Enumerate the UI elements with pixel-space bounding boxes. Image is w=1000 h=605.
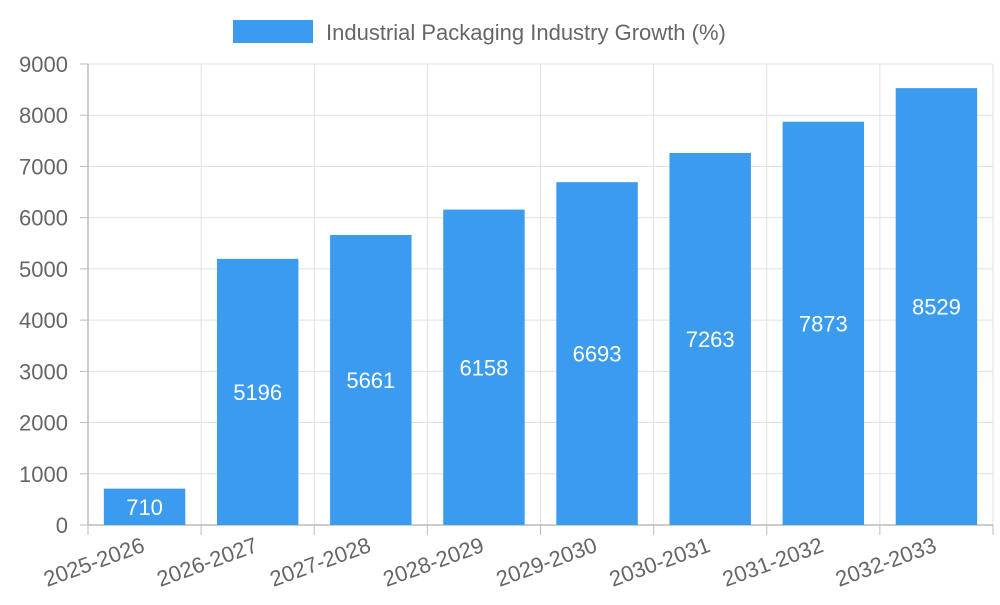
x-tick-label: 2031-2032 bbox=[719, 532, 826, 591]
bar-value-label: 710 bbox=[126, 495, 163, 520]
y-tick-label: 7000 bbox=[19, 154, 68, 179]
bar-value-label: 5196 bbox=[233, 380, 282, 405]
bar-2031-2032 bbox=[782, 121, 865, 525]
x-tick-label: 2026-2027 bbox=[153, 532, 260, 591]
bars bbox=[103, 88, 978, 526]
x-tick-label: 2025-2026 bbox=[40, 532, 147, 591]
bar-2027-2028 bbox=[330, 235, 412, 525]
bar-2029-2030 bbox=[556, 182, 638, 525]
bar-2026-2027 bbox=[216, 258, 299, 525]
y-tick-label: 9000 bbox=[19, 52, 68, 77]
x-tick-label: 2028-2029 bbox=[380, 532, 487, 591]
y-tick-label: 3000 bbox=[19, 359, 68, 384]
x-tick-label: 2029-2030 bbox=[493, 532, 600, 591]
bar-2025-2026 bbox=[103, 488, 186, 525]
bar-2030-2031 bbox=[669, 152, 751, 525]
bar-2028-2029 bbox=[443, 209, 525, 526]
x-axis-ticks: 2025-2026 2026-2027 2027-2028 2028-2029 2029… bbox=[40, 532, 939, 591]
y-tick-label: 6000 bbox=[19, 206, 68, 231]
x-tick-label: 2030-2031 bbox=[606, 532, 713, 591]
y-axis-ticks: 0 1000 2000 3000 4000 5000 6000 7000 8000 9000 bbox=[19, 52, 68, 538]
bar-value-label: 5661 bbox=[346, 368, 395, 393]
y-tick-label: 4000 bbox=[19, 308, 68, 333]
y-tick-label: 2000 bbox=[19, 411, 68, 436]
legend: Industrial Packaging Industry Growth (%) bbox=[233, 20, 726, 45]
bar-value-label: 6693 bbox=[573, 342, 622, 367]
bar-value-label: 7873 bbox=[799, 311, 848, 336]
bar-value-label: 8529 bbox=[912, 295, 961, 320]
y-tick-label: 5000 bbox=[19, 257, 68, 282]
legend-swatch bbox=[233, 20, 313, 43]
y-tick-label: 8000 bbox=[19, 103, 68, 128]
y-tick-label: 0 bbox=[56, 513, 68, 538]
bar-value-label: 7263 bbox=[686, 327, 735, 352]
bar-2032-2033 bbox=[895, 88, 978, 525]
bar-value-label: 6158 bbox=[459, 355, 508, 380]
x-tick-label: 2032-2033 bbox=[832, 532, 939, 591]
y-tick-label: 1000 bbox=[19, 462, 68, 487]
x-tick-label: 2027-2028 bbox=[267, 532, 374, 591]
legend-label: Industrial Packaging Industry Growth (%) bbox=[326, 20, 726, 45]
bar-value-labels: 710 5196 5661 6158 6693 7263 7873 8529 bbox=[126, 295, 961, 520]
